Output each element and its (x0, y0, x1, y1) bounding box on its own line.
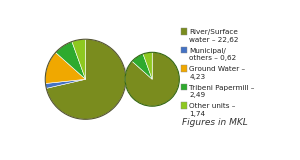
Text: Other units –
1,74: Other units – 1,74 (189, 103, 236, 117)
Wedge shape (72, 39, 86, 79)
Wedge shape (46, 79, 86, 88)
Wedge shape (143, 52, 152, 79)
Text: Municipal/
others – 0,62: Municipal/ others – 0,62 (189, 48, 237, 61)
Wedge shape (125, 52, 179, 106)
Bar (181, 28, 187, 35)
Text: Ground Water –
4,23: Ground Water – 4,23 (189, 66, 245, 80)
Text: Tribeni Papermill –
2,49: Tribeni Papermill – 2,49 (189, 85, 255, 98)
Polygon shape (85, 66, 152, 92)
Wedge shape (46, 39, 126, 119)
Polygon shape (85, 85, 152, 92)
Text: River/Surface
water – 22,62: River/Surface water – 22,62 (189, 29, 239, 43)
Wedge shape (132, 54, 152, 79)
Bar (181, 84, 187, 90)
Bar (181, 102, 187, 108)
Wedge shape (45, 52, 86, 84)
Bar (181, 65, 187, 72)
Wedge shape (56, 42, 86, 79)
Text: Figures in MKL: Figures in MKL (182, 118, 247, 127)
Polygon shape (85, 82, 152, 87)
Bar (181, 47, 187, 53)
